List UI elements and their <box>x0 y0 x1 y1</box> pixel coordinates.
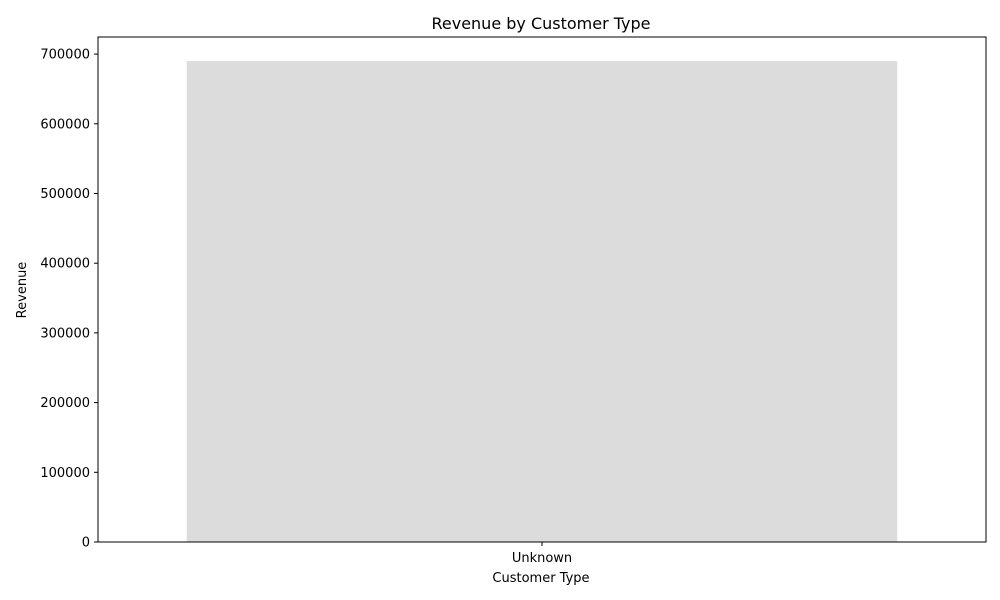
chart-title: Revenue by Customer Type <box>431 14 650 33</box>
y-tick-label: 500000 <box>40 187 90 202</box>
plot-area <box>97 36 987 543</box>
y-tick-label: 200000 <box>40 396 90 411</box>
bar-unknown <box>186 61 898 543</box>
y-tick-label: 100000 <box>40 466 90 481</box>
bars <box>186 61 898 543</box>
y-tick-label: 400000 <box>40 257 90 272</box>
x-axis-label: Customer Type <box>492 571 589 586</box>
x-axis-ticks: Unknown <box>512 542 572 566</box>
y-axis-label: Revenue <box>15 262 30 319</box>
y-tick-label: 300000 <box>40 326 90 341</box>
y-axis-ticks: 0 100000 200000 300000 400000 500000 600000 700… <box>40 48 98 551</box>
y-tick-label: 600000 <box>40 117 90 132</box>
x-tick-label: Unknown <box>512 551 572 566</box>
y-tick-label: 700000 <box>40 48 90 63</box>
y-tick-label: 0 <box>82 536 90 551</box>
